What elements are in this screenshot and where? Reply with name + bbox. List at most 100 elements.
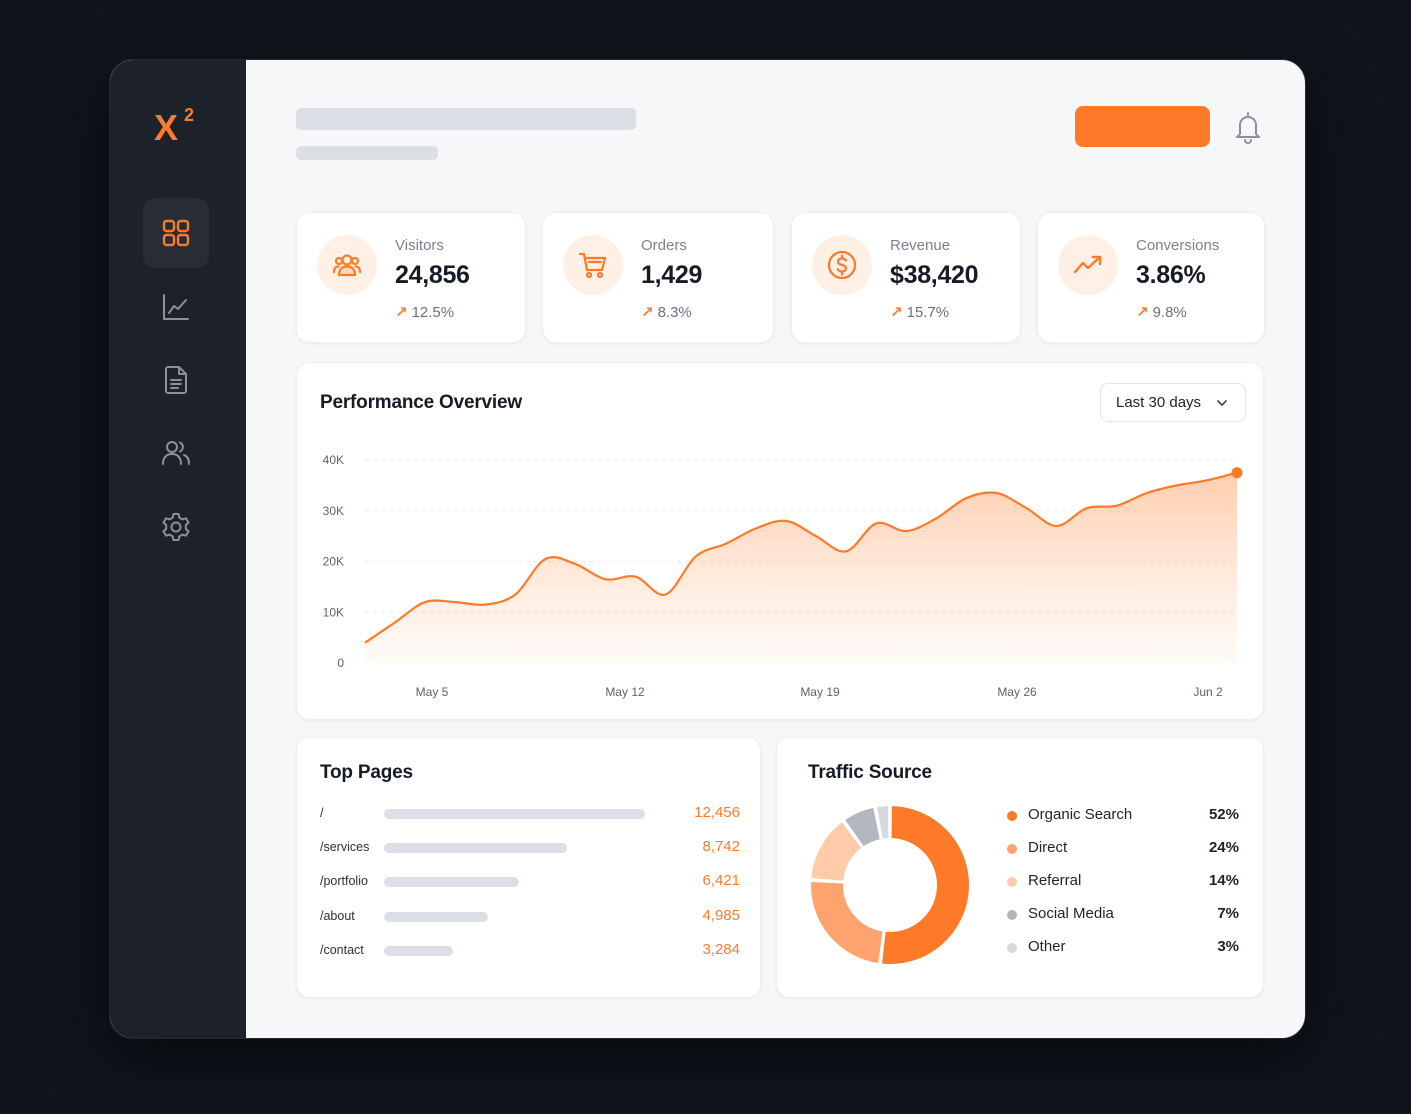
stat-delta: ↗ 12.5%: [395, 303, 455, 322]
legend-percent: 14%: [1208, 872, 1239, 889]
y-tick-label: 30K: [323, 504, 344, 518]
legend-dot: [1007, 811, 1017, 821]
logo-superscript: 2: [184, 105, 195, 125]
date-range-select[interactable]: Last 30 days: [1100, 383, 1246, 422]
legend-item[interactable]: Organic Search 52%: [1007, 805, 1239, 825]
area-fill: [365, 472, 1237, 663]
stat-card-visitors[interactable]: Visitors 24,856 ↗ 12.5%: [296, 212, 526, 343]
legend-item[interactable]: Direct 24%: [1007, 838, 1239, 858]
stat-icon-circle: [1058, 235, 1118, 295]
top-pages-title: Top Pages: [320, 762, 413, 783]
page-path: /about: [320, 908, 355, 923]
stat-icon-circle: [563, 235, 623, 295]
dollar-icon: [827, 250, 857, 280]
legend-label: Organic Search: [1028, 806, 1133, 823]
table-row[interactable]: /about 4,985: [320, 906, 740, 926]
page-views-bar: [384, 877, 519, 888]
page-views-bar: [384, 843, 568, 854]
users-icon: [162, 441, 190, 465]
legend-item[interactable]: Social Media 7%: [1007, 904, 1239, 924]
page-views-bar: [384, 911, 489, 922]
legend-dot: [1007, 844, 1017, 854]
chevron-down-icon: [1217, 399, 1227, 406]
stat-card-orders[interactable]: Orders 1,429 ↗ 8.3%: [542, 212, 774, 343]
top-pages-card: Top Pages / 12,456/services 8,742/portfoli…: [296, 737, 761, 998]
page-views: 6,421: [702, 872, 740, 890]
gear-icon: [162, 513, 190, 541]
y-tick-label: 20K: [323, 555, 344, 569]
trend-up-arrow-icon: ↗: [890, 304, 903, 321]
legend-dot: [1007, 943, 1017, 953]
date-range-value: Last 30 days: [1116, 394, 1202, 411]
logo-mark: X: [154, 107, 178, 148]
performance-card: 0 10K 20K 30K 40K May 5 May 12 May 19 May 26 Jun …: [296, 362, 1264, 720]
stat-card-revenue[interactable]: Revenue $38,420 ↗ 15.7%: [791, 212, 1021, 343]
page-path: /portfolio: [320, 874, 368, 889]
legend-item[interactable]: Referral 14%: [1007, 871, 1239, 891]
legend-label: Referral: [1028, 872, 1082, 889]
trend-up-arrow-icon: ↗: [1136, 304, 1149, 321]
stat-label: Conversions: [1136, 237, 1220, 254]
stat-value: 1,429: [641, 261, 703, 289]
page-path: /contact: [320, 942, 364, 957]
stat-delta-value: 9.8%: [1152, 303, 1187, 321]
stat-icon-circle: [812, 235, 872, 295]
sidebar-item-analytics[interactable]: [143, 272, 209, 342]
stat-value: 3.86%: [1136, 261, 1206, 289]
legend-label: Other: [1028, 938, 1066, 955]
trend-up-arrow-icon: ↗: [641, 304, 654, 321]
table-row[interactable]: / 12,456: [320, 803, 740, 823]
main-content: Visitors 24,856 ↗ 12.5% Orders 1,429 ↗ 8.3…: [246, 60, 1305, 1038]
legend-percent: 3%: [1217, 938, 1239, 955]
sidebar: X 2: [110, 60, 246, 1038]
line-chart-icon: [163, 294, 189, 320]
trending-up-icon: [1073, 255, 1102, 274]
page-subtitle-placeholder: [296, 146, 438, 160]
table-row[interactable]: /services 8,742: [320, 837, 740, 857]
stat-label: Revenue: [890, 237, 951, 254]
table-row[interactable]: /portfolio 6,421: [320, 871, 740, 891]
legend-percent: 24%: [1208, 839, 1239, 856]
page-views: 4,985: [702, 906, 740, 924]
sidebar-item-users[interactable]: [143, 418, 209, 488]
performance-area-chart: 0 10K 20K 30K 40K May 5 May 12 May 19 May 26 Jun …: [323, 453, 1243, 699]
y-tick-label: 0: [337, 656, 344, 670]
donut-slice[interactable]: [809, 819, 864, 883]
bell-icon[interactable]: [1232, 110, 1264, 144]
donut-slice[interactable]: [809, 879, 885, 966]
last-data-point[interactable]: [1231, 467, 1243, 479]
document-icon: [165, 366, 187, 394]
stat-value: $38,420: [890, 261, 979, 289]
stat-delta-value: 8.3%: [657, 303, 692, 321]
legend-item[interactable]: Other 3%: [1007, 937, 1239, 957]
page-title-placeholder: [296, 108, 636, 130]
legend-label: Social Media: [1028, 905, 1114, 922]
primary-action-button[interactable]: [1075, 106, 1210, 147]
donut-slice[interactable]: [879, 803, 971, 966]
stat-label: Visitors: [395, 237, 444, 254]
stat-delta-value: 12.5%: [411, 303, 455, 321]
sidebar-item-reports[interactable]: [143, 345, 209, 415]
x-tick-label: May 19: [800, 685, 840, 699]
stat-label: Orders: [641, 237, 687, 254]
donut-slice[interactable]: [842, 805, 883, 849]
cart-icon: [578, 252, 607, 279]
page-views-bar: [384, 945, 453, 956]
stat-icon-circle: [317, 235, 377, 295]
stat-delta: ↗ 9.8%: [1136, 303, 1187, 322]
legend-percent: 7%: [1217, 905, 1239, 922]
legend-percent: 52%: [1208, 806, 1239, 823]
logo[interactable]: X 2: [154, 105, 202, 148]
x-tick-label: May 5: [416, 685, 449, 699]
stat-card-conversions[interactable]: Conversions 3.86% ↗ 9.8%: [1037, 212, 1265, 343]
donut-slice[interactable]: [874, 803, 891, 841]
sidebar-item-settings[interactable]: [143, 492, 209, 562]
page-path: /services: [320, 840, 370, 855]
table-row[interactable]: /contact 3,284: [320, 940, 740, 960]
stat-delta: ↗ 15.7%: [890, 303, 949, 322]
sidebar-item-dashboard[interactable]: [143, 198, 209, 268]
page-views: 8,742: [702, 838, 740, 856]
x-tick-label: May 26: [997, 685, 1037, 699]
page-views-bar: [384, 809, 645, 819]
stat-delta: ↗ 8.3%: [641, 303, 692, 322]
